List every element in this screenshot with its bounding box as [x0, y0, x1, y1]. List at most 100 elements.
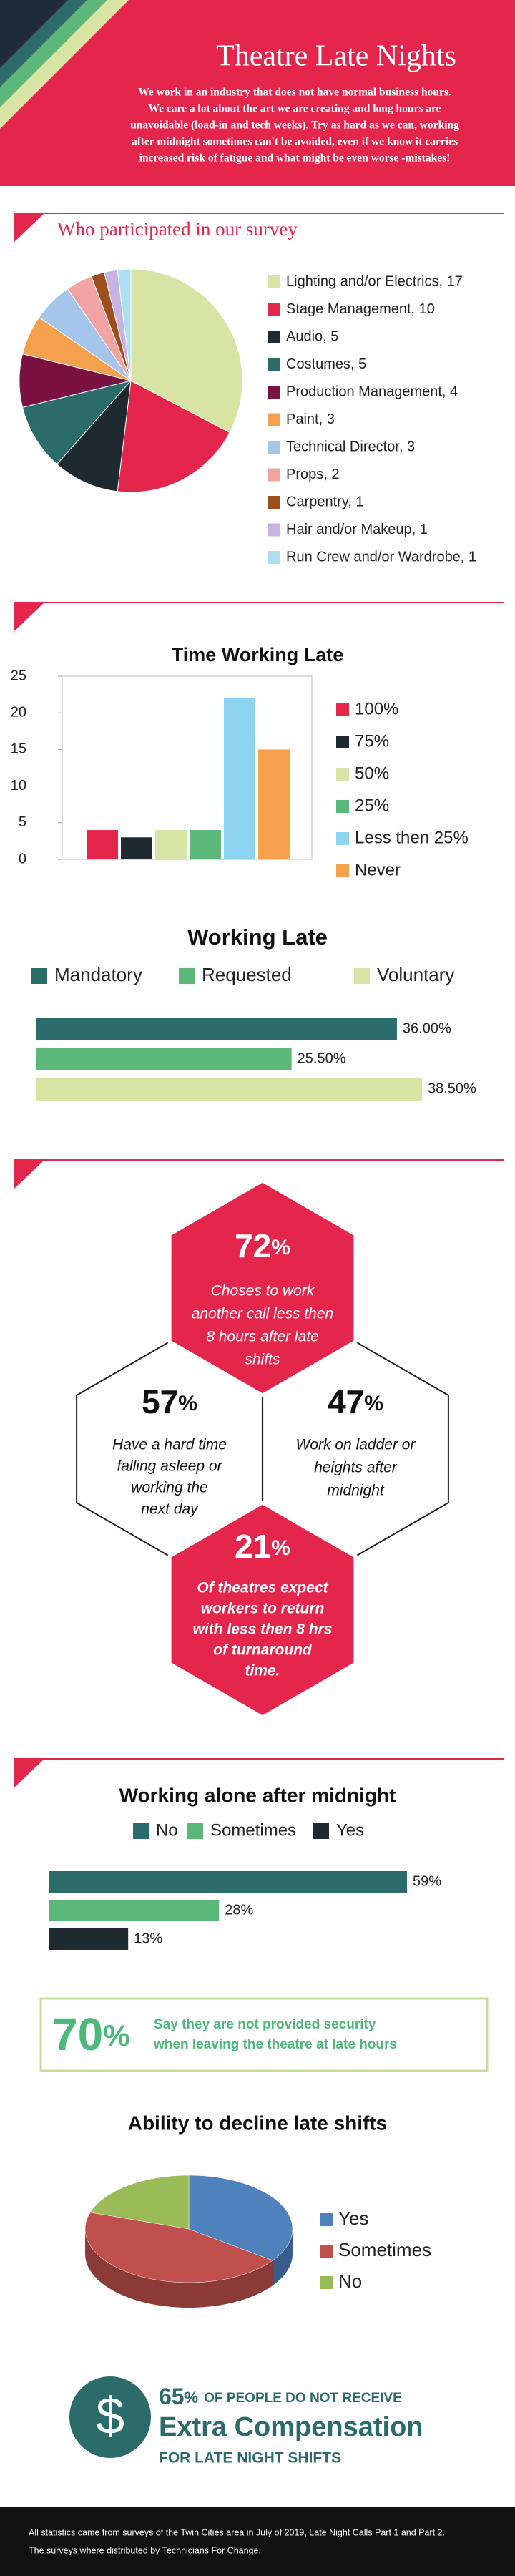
legend-swatch [336, 832, 349, 845]
footer-text: All statistics came from surveys of the … [29, 2527, 445, 2537]
legend-swatch [268, 275, 280, 288]
hex-text: Work on ladder or [296, 1437, 416, 1453]
stat-value: 47 [328, 1383, 364, 1420]
pie-slice [89, 2175, 190, 2230]
hex-text: next day [141, 1501, 199, 1518]
bar [224, 698, 255, 859]
hex-text: Choses to work [211, 1283, 315, 1299]
value-label: 59% [413, 1873, 441, 1889]
legend-swatch [336, 864, 349, 877]
bar [36, 1018, 397, 1040]
legend-swatch [320, 2213, 333, 2226]
pie-slice [56, 379, 132, 492]
hex-text: midnight [327, 1483, 385, 1499]
stat-unit: % [271, 1536, 290, 1560]
intro-line: increased risk of fatigue and what might… [139, 152, 451, 165]
legend-swatch [268, 441, 280, 454]
hex-text: 8 hours after late [206, 1329, 319, 1345]
lead-text: OF PEOPLE DO NOT RECEIVE [204, 2391, 402, 2406]
section-marker [14, 213, 504, 1787]
legend-label: Sometimes [338, 2239, 431, 2260]
pie-slice [188, 2175, 293, 2261]
legend-swatch [320, 2245, 333, 2258]
y-tick-label: 10 [11, 778, 26, 794]
legend-swatch [268, 523, 280, 537]
legend-label: Production Management, 4 [286, 384, 458, 399]
stat-value: 21 [235, 1528, 271, 1565]
pie-slice [21, 380, 132, 465]
pie-slice [130, 268, 243, 434]
y-tick-label: 25 [11, 668, 26, 683]
legend-label: 100% [355, 699, 398, 718]
legend-label: Hair and/or Makeup, 1 [286, 522, 428, 537]
bar [190, 830, 221, 859]
legend-swatch [268, 413, 280, 426]
bar [36, 1078, 422, 1101]
legend-label: No [338, 2270, 362, 2292]
bar [36, 1048, 292, 1070]
legend-label: Technical Director, 3 [286, 439, 415, 454]
hex-stat: 47% [328, 1383, 383, 1420]
y-tick-label: 5 [19, 814, 26, 830]
hex-text: falling asleep or [117, 1458, 222, 1475]
pie-side [85, 2229, 273, 2308]
legend-label: Requested [202, 964, 292, 985]
dollar-sign: $ [96, 2388, 124, 2445]
legend-label: Stage Management, 10 [286, 301, 435, 317]
hexagon [167, 1179, 358, 1397]
value-label: 38.50% [428, 1080, 476, 1096]
legend-swatch [268, 331, 280, 343]
chart-title: Working alone after midnight [119, 1784, 396, 1806]
chart-title: Ability to decline late shifts [128, 2112, 388, 2134]
chart-title: Time Working Late [172, 644, 344, 665]
bar [49, 1871, 407, 1893]
legend-swatch [268, 358, 280, 371]
bar [258, 749, 290, 859]
callout-text: Say they are not provided security [154, 2017, 376, 2032]
legend-label: 75% [355, 731, 389, 751]
hex-text: working the [131, 1480, 207, 1496]
hex-text: time. [245, 1663, 280, 1679]
legend-label: Costumes, 5 [286, 356, 366, 372]
chart-title: Who participated in our survey [57, 218, 298, 240]
value-label: 25.50% [298, 1050, 346, 1066]
stat-unit: % [178, 1392, 197, 1415]
legend-label: 50% [355, 763, 389, 783]
legend-label: Voluntary [377, 964, 454, 985]
legend-swatch [31, 968, 47, 984]
legend-label: Never [355, 860, 401, 879]
hex-text: Of theatres expect [197, 1580, 328, 1596]
hex-text: with less then 8 hrs [193, 1621, 333, 1638]
bar [49, 1928, 129, 1950]
legend-label: Run Crew and/or Wardrobe, 1 [286, 549, 476, 565]
legend-swatch [268, 551, 280, 564]
header-stripe [0, 0, 129, 129]
legend-swatch [268, 303, 280, 316]
hex-text: heights after [314, 1460, 398, 1476]
bar [87, 830, 118, 859]
legend-swatch [336, 703, 349, 716]
legend-swatch [313, 1823, 329, 1839]
legend-swatch [187, 1823, 203, 1839]
legend-swatch [336, 800, 349, 813]
y-tick-label: 0 [19, 851, 26, 867]
dollar-icon [69, 2376, 151, 2458]
bar [121, 837, 152, 859]
plot-frame [62, 675, 313, 860]
legend-label: Paint, 3 [286, 411, 335, 427]
legend-swatch [268, 496, 280, 509]
hex-stat: 57% [142, 1383, 197, 1420]
hex-stat: 21% [235, 1528, 290, 1565]
legend-label: Less then 25% [355, 828, 469, 847]
legend-label: Audio, 5 [286, 328, 338, 344]
legend-swatch [268, 468, 280, 482]
value-label: 13% [134, 1931, 162, 1946]
legend-swatch [354, 968, 370, 984]
compensation-tail: FOR LATE NIGHT SHIFTS [159, 2450, 341, 2467]
bar [155, 830, 187, 859]
hex-text: of turnaround [213, 1642, 313, 1659]
legend-label: No [156, 1820, 178, 1840]
hex-text: workers to return [201, 1601, 325, 1617]
value-label: 36.00% [403, 1020, 451, 1036]
